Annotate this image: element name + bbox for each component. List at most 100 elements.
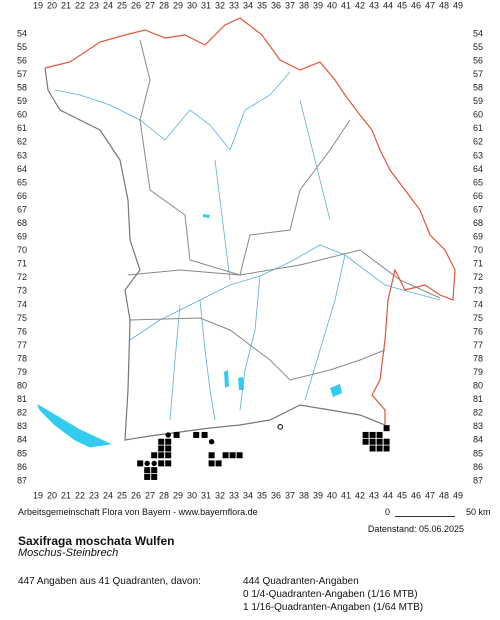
row-label: 87: [17, 475, 27, 485]
row-label: 75: [473, 313, 483, 323]
row-label: 81: [473, 394, 483, 404]
record-square: [151, 467, 158, 474]
column-label: 33: [229, 490, 239, 500]
column-label: 44: [383, 0, 393, 10]
row-label: 85: [473, 448, 483, 458]
column-label: 19: [33, 490, 43, 500]
row-label: 86: [473, 462, 483, 472]
record-dot: [165, 432, 171, 438]
column-label: 46: [411, 490, 421, 500]
record-square: [362, 438, 369, 445]
scale-start: 0: [385, 507, 391, 517]
row-label: 68: [473, 218, 483, 228]
record-square: [376, 438, 383, 445]
column-label: 42: [355, 490, 365, 500]
row-label: 80: [17, 381, 27, 391]
row-label: 56: [17, 55, 27, 65]
column-label: 35: [257, 0, 267, 10]
row-label: 63: [473, 150, 483, 160]
column-label: 44: [383, 490, 393, 500]
record-square: [151, 452, 158, 459]
row-label: 57: [17, 69, 27, 79]
column-label: 22: [75, 0, 85, 10]
record-square: [369, 431, 376, 438]
row-label: 69: [473, 232, 483, 242]
column-label: 30: [187, 0, 197, 10]
record-square: [383, 425, 390, 432]
column-label: 28: [159, 490, 169, 500]
lake: [203, 214, 342, 397]
row-label: 69: [17, 232, 27, 242]
row-label: 75: [17, 313, 27, 323]
column-label: 21: [61, 0, 71, 10]
record-square: [236, 452, 243, 459]
record-square: [383, 445, 390, 452]
row-label: 59: [17, 96, 27, 106]
column-label: 43: [369, 0, 379, 10]
record-dot: [144, 460, 150, 467]
column-label: 42: [355, 0, 365, 10]
column-label: 27: [145, 490, 155, 500]
column-label: 24: [103, 490, 113, 500]
record-square: [193, 431, 200, 438]
column-label: 37: [285, 490, 295, 500]
column-label: 46: [411, 0, 421, 10]
column-label: 34: [243, 490, 253, 500]
row-label: 77: [17, 340, 27, 350]
record-square: [144, 473, 151, 480]
row-label: 71: [473, 259, 483, 269]
column-label: 41: [341, 0, 351, 10]
column-label: 49: [453, 490, 463, 500]
row-label: 85: [17, 448, 27, 458]
row-label: 87: [473, 475, 483, 485]
row-label: 82: [473, 408, 483, 418]
column-label: 48: [439, 490, 449, 500]
record-square: [362, 431, 369, 438]
column-label: 29: [173, 490, 183, 500]
record-square: [158, 452, 165, 459]
record-square: [369, 445, 376, 452]
district-borders: [127, 39, 441, 381]
column-label: 29: [173, 0, 183, 10]
column-label: 31: [201, 490, 211, 500]
row-label: 72: [473, 272, 483, 282]
row-label: 81: [17, 394, 27, 404]
row-label: 84: [17, 435, 27, 445]
record-square: [173, 431, 180, 438]
row-label: 58: [17, 83, 27, 93]
record-square: [137, 460, 144, 467]
column-label: 22: [75, 490, 85, 500]
row-label: 55: [473, 42, 483, 52]
column-label: 49: [453, 0, 463, 10]
column-label: 30: [187, 490, 197, 500]
column-label: 28: [159, 0, 169, 10]
column-label: 45: [397, 490, 407, 500]
stats-line: 1 1/16-Quadranten-Angaben (1/64 MTB): [243, 602, 424, 613]
stats-line: 444 Quadranten-Angaben: [243, 576, 359, 587]
column-label: 47: [425, 0, 435, 10]
row-label: 61: [473, 123, 483, 133]
column-label: 19: [33, 0, 43, 10]
stats-summary: 447 Angaben aus 41 Quadranten, davon:: [18, 576, 201, 587]
row-label: 54: [473, 28, 483, 38]
row-label: 71: [17, 259, 27, 269]
boundary: [44, 17, 456, 425]
row-label: 66: [17, 191, 27, 201]
row-label: 76: [473, 326, 483, 336]
row-label: 83: [473, 421, 483, 431]
record-square: [158, 445, 165, 452]
record-square: [376, 431, 383, 438]
record-dot: [208, 439, 215, 445]
row-label: 73: [17, 286, 27, 296]
row-label: 82: [17, 408, 27, 418]
row-label: 55: [17, 42, 27, 52]
record-square: [208, 452, 215, 459]
column-label: 20: [47, 0, 57, 10]
row-label: 61: [17, 123, 27, 133]
column-label: 26: [131, 0, 141, 10]
record-square: [165, 452, 172, 459]
row-label: 76: [17, 326, 27, 336]
rivers: [54, 71, 441, 421]
row-label: 74: [17, 299, 27, 309]
column-label: 33: [229, 0, 239, 10]
